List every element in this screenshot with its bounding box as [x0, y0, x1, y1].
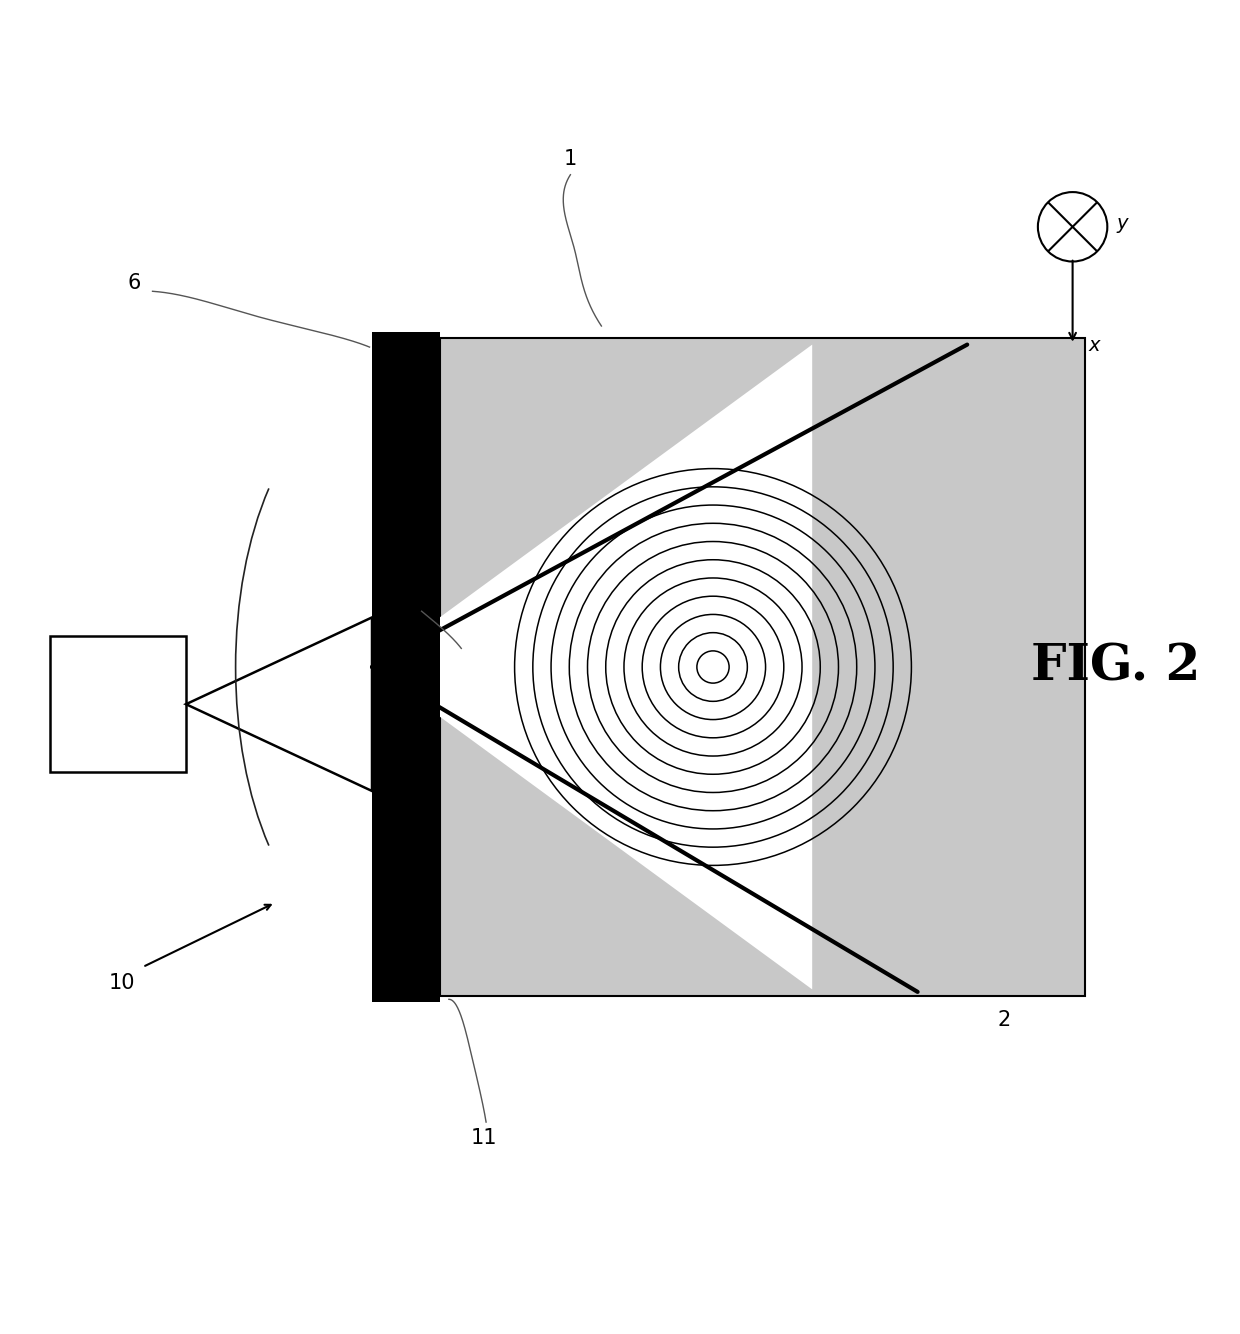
Text: 2: 2: [998, 1010, 1011, 1030]
Text: 10: 10: [108, 974, 135, 994]
Bar: [372, 332, 440, 1002]
Text: 11: 11: [470, 1129, 497, 1149]
Polygon shape: [186, 618, 372, 791]
Text: y: y: [1116, 213, 1127, 232]
Text: FIG. 2: FIG. 2: [1032, 643, 1200, 691]
Bar: [440, 339, 1085, 995]
Text: 9: 9: [401, 598, 413, 618]
Text: 8: 8: [112, 658, 124, 676]
Text: 1: 1: [564, 148, 577, 168]
Bar: [50, 636, 186, 772]
Polygon shape: [372, 344, 812, 990]
Text: 6: 6: [128, 272, 140, 292]
Text: x: x: [1089, 336, 1100, 355]
